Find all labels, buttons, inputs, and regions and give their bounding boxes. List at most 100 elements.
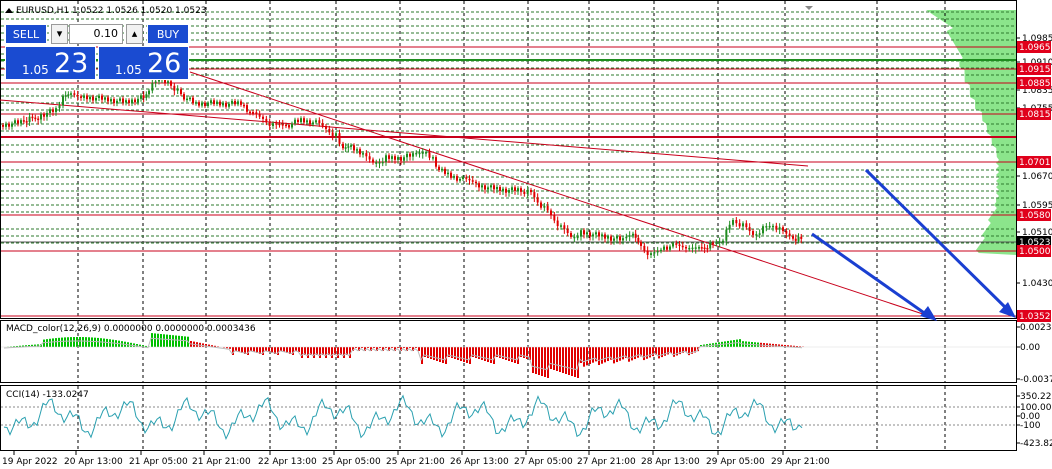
- lot-increase-button[interactable]: ▴: [126, 24, 143, 44]
- candle-body: [378, 162, 381, 164]
- macd-tick-label: 0.00: [1020, 343, 1040, 353]
- macd-bar: [478, 347, 480, 359]
- candle-body: [403, 157, 405, 161]
- macd-bar: [562, 347, 564, 373]
- macd-bar: [139, 344, 141, 347]
- candle-body: [356, 149, 358, 151]
- candle-body: [52, 109, 54, 112]
- candle-body: [768, 225, 771, 228]
- price-level-label: 1.0885: [1019, 79, 1051, 89]
- price-level-badge: [1017, 156, 1051, 168]
- candle-body: [508, 190, 510, 193]
- candle-body: [385, 155, 387, 162]
- macd-bar: [688, 347, 690, 356]
- macd-bar: [154, 333, 156, 347]
- macd-bar: [796, 346, 798, 347]
- candle-body: [275, 123, 278, 125]
- candle-body: [543, 205, 546, 208]
- buy-price-button[interactable]: 1.05 26: [98, 46, 189, 80]
- candle-body: [372, 159, 374, 163]
- candle-body: [151, 82, 154, 91]
- candle-body: [406, 153, 408, 158]
- macd-bar: [295, 347, 297, 351]
- candle-body: [678, 244, 681, 247]
- candle-body: [312, 122, 314, 125]
- candle-body: [342, 143, 344, 149]
- macd-bar: [73, 337, 75, 347]
- macd-bar: [157, 333, 159, 347]
- price-level-badge: [1017, 77, 1051, 89]
- macd-bar: [184, 336, 186, 347]
- macd-bar: [172, 335, 174, 347]
- candle-body: [125, 100, 127, 103]
- sell-price-button[interactable]: 1.05 23: [5, 46, 96, 80]
- price-level-label: 1.0523: [1019, 238, 1051, 248]
- candle-body: [732, 220, 734, 225]
- price-level-badge: [1017, 310, 1051, 322]
- macd-bar: [631, 347, 633, 361]
- candle-body: [444, 168, 446, 174]
- candle-body: [681, 245, 684, 248]
- candle-body: [607, 236, 609, 239]
- macd-bar: [313, 347, 315, 358]
- macd-bar: [310, 347, 312, 355]
- macd-bar: [307, 347, 309, 358]
- macd-bar: [322, 347, 324, 355]
- macd-bar: [103, 338, 105, 347]
- candle-body: [288, 125, 290, 128]
- lot-decrease-button[interactable]: ▾: [51, 24, 68, 44]
- macd-bar: [604, 347, 606, 363]
- chart-shift-icon[interactable]: [805, 6, 813, 10]
- candle-body: [294, 119, 296, 124]
- candle-body: [613, 238, 615, 241]
- macd-bar: [589, 347, 591, 365]
- buy-button[interactable]: BUY: [147, 24, 189, 44]
- candle-body: [653, 252, 656, 254]
- price-level-label: 1.0815: [1019, 110, 1051, 120]
- macd-bar: [511, 347, 513, 362]
- trend-line-upper[interactable]: [0, 99, 809, 167]
- candle-body: [694, 247, 697, 249]
- macd-bar: [286, 347, 288, 353]
- down-arrow-1[interactable]: [811, 232, 937, 321]
- candle-body: [158, 80, 160, 82]
- candle-body: [368, 156, 371, 160]
- macd-bar: [400, 347, 402, 351]
- sell-price-pips: 23: [54, 48, 89, 79]
- macd-bar: [640, 347, 642, 357]
- macd-bar: [445, 347, 447, 364]
- macd-bar: [799, 346, 801, 347]
- macd-bar: [418, 347, 420, 351]
- candle-body: [328, 128, 331, 133]
- sell-button[interactable]: SELL: [5, 24, 47, 44]
- macd-bar: [574, 347, 576, 377]
- candle-body: [400, 157, 402, 161]
- collapse-triangle-icon[interactable]: [5, 8, 13, 13]
- macd-bar: [223, 347, 225, 348]
- cci-pane[interactable]: [0, 385, 1017, 451]
- macd-bar: [301, 347, 303, 358]
- candle-body: [428, 152, 431, 158]
- macd-bar: [556, 347, 558, 371]
- candle-body: [234, 100, 236, 105]
- macd-bar: [97, 337, 99, 347]
- lot-size-field[interactable]: 0.10: [69, 24, 123, 44]
- candle-body: [703, 247, 706, 250]
- macd-bar: [265, 347, 267, 351]
- macd-bar: [388, 347, 390, 351]
- candle-body: [240, 101, 242, 105]
- candle-body: [553, 215, 556, 221]
- down-arrow-2[interactable]: [864, 168, 1016, 318]
- macd-bar: [592, 347, 594, 363]
- price-tick-label: 1.0835: [1022, 86, 1052, 96]
- macd-bar: [658, 347, 660, 359]
- candle-body: [116, 100, 118, 104]
- candle-body: [255, 112, 258, 115]
- trend-line-descending[interactable]: [189, 71, 936, 319]
- macd-bar: [19, 345, 21, 347]
- candle-body: [566, 229, 569, 234]
- price-level-badge: [1017, 245, 1051, 257]
- cci-label: CCI(14) -133.0247: [6, 390, 89, 400]
- candle-body: [709, 242, 712, 249]
